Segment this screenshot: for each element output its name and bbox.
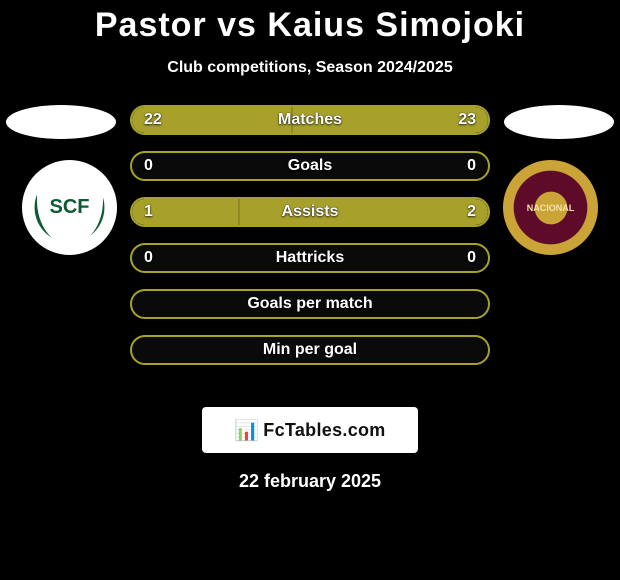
stat-value-right: 0 xyxy=(467,157,476,175)
crest-left-label: SCF xyxy=(37,171,103,245)
page-title: Pastor vs Kaius Simojoki xyxy=(0,0,620,45)
stat-value-right: 0 xyxy=(467,249,476,267)
stat-label: Goals per match xyxy=(132,295,488,313)
stat-bar-gpm: Goals per match xyxy=(130,289,490,319)
stat-label: Goals xyxy=(132,157,488,175)
stat-value-left: 0 xyxy=(144,249,153,267)
stat-value-right: 2 xyxy=(467,203,476,221)
stat-value-left: 0 xyxy=(144,157,153,175)
stat-label: Assists xyxy=(132,203,488,221)
stat-bar-mpg: Min per goal xyxy=(130,335,490,365)
crest-right-label: NACIONAL xyxy=(521,178,581,238)
date-label: 22 february 2025 xyxy=(0,471,620,492)
player-left-marker xyxy=(6,105,116,139)
stat-label: Matches xyxy=(132,111,488,129)
stat-label: Hattricks xyxy=(132,249,488,267)
stat-bars: Matches2223Goals00Assists12Hattricks00Go… xyxy=(130,105,490,365)
stat-value-right: 23 xyxy=(458,111,476,129)
brand-badge[interactable]: 📊 FcTables.com xyxy=(202,407,418,453)
page-subtitle: Club competitions, Season 2024/2025 xyxy=(0,59,620,77)
stat-value-left: 1 xyxy=(144,203,153,221)
stat-bar-hattricks: Hattricks0 0 xyxy=(130,243,490,273)
club-crest-right: NACIONAL xyxy=(503,160,598,255)
stat-bar-assists: Assists1 2 xyxy=(130,197,490,227)
player-right-marker xyxy=(504,105,614,139)
crest-right-ring: NACIONAL xyxy=(503,160,598,255)
brand-chart-icon: 📊 xyxy=(234,418,259,443)
stat-label: Min per goal xyxy=(132,341,488,359)
brand-text: FcTables.com xyxy=(263,420,385,441)
stat-bar-goals: Goals0 0 xyxy=(130,151,490,181)
crest-left-ring: SCF xyxy=(22,160,117,255)
stat-value-left: 22 xyxy=(144,111,162,129)
club-crest-left: SCF xyxy=(22,160,117,255)
comparison-area: SCF NACIONAL Matches2223Goals00Assists12… xyxy=(0,105,620,395)
stat-bar-matches: Matches22 23 xyxy=(130,105,490,135)
